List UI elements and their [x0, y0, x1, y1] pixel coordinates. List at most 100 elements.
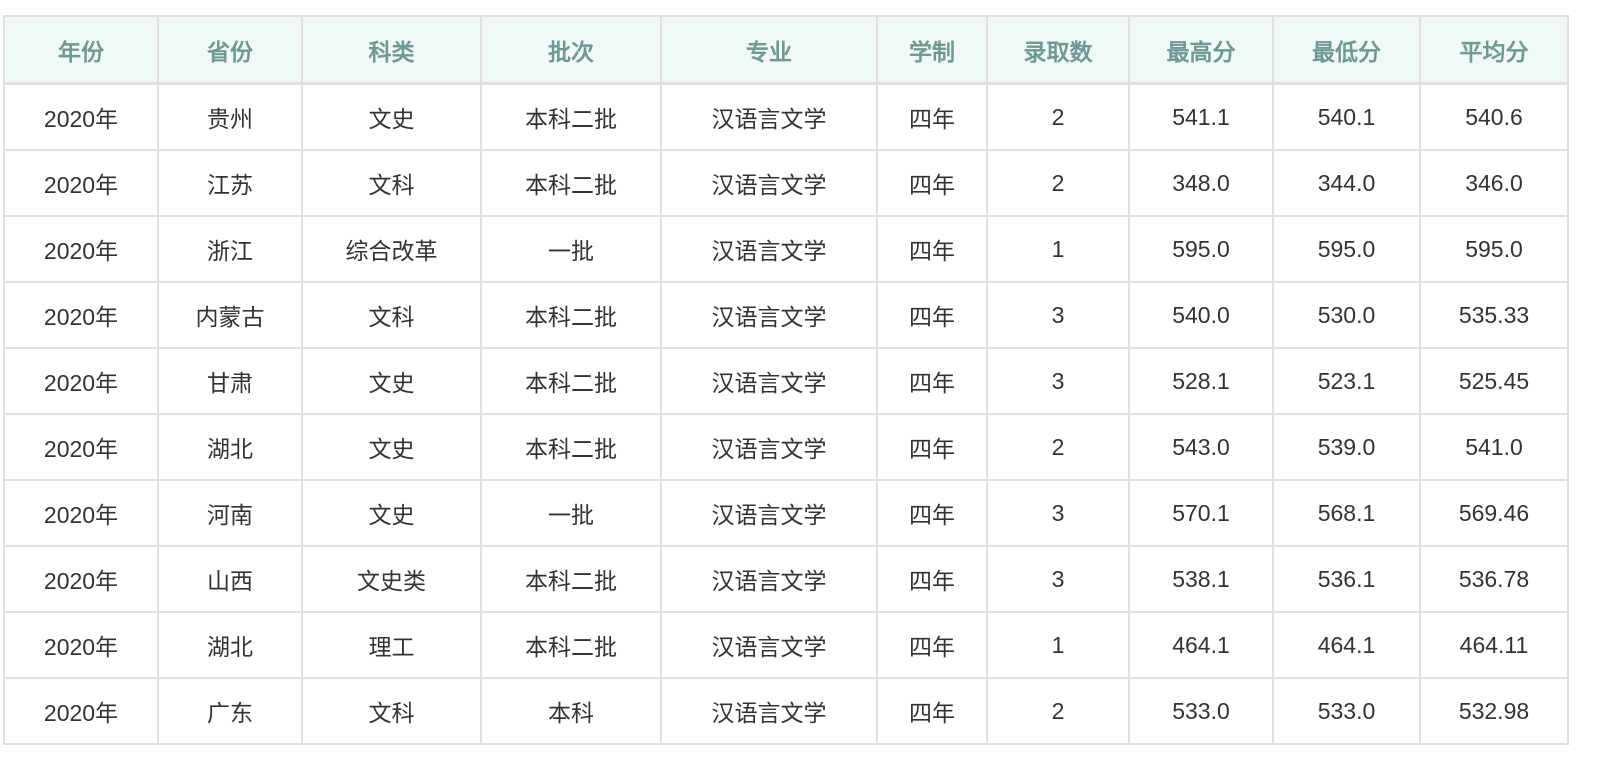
cell-subject-type: 理工	[301, 611, 482, 679]
cell-min-score: 464.1	[1272, 611, 1421, 679]
cell-subject-type: 文史	[301, 82, 482, 151]
cell-major: 汉语言文学	[660, 611, 878, 679]
cell-subject-type: 文史	[301, 479, 482, 547]
cell-duration: 四年	[876, 82, 988, 151]
cell-batch: 本科	[480, 677, 662, 745]
cell-max-score: 543.0	[1128, 413, 1274, 481]
cell-province: 贵州	[157, 82, 303, 151]
column-header-min-score: 最低分	[1272, 15, 1421, 85]
admission-scores-table: 年份 省份 科类 批次 专业 学制 录取数 最高分 最低分 平均分 2020年 贵州 文史 本科二批 汉语…	[3, 15, 1569, 745]
cell-avg-score: 540.6	[1419, 82, 1569, 151]
cell-year: 2020年	[3, 149, 159, 217]
table-row: 2020年 甘肃 文史 本科二批 汉语言文学 四年 3 528.1 523.1 525.45	[3, 347, 1569, 415]
cell-duration: 四年	[876, 677, 988, 745]
cell-province: 山西	[157, 545, 303, 613]
cell-batch: 本科二批	[480, 347, 662, 415]
table-row: 2020年 河南 文史 一批 汉语言文学 四年 3 570.1 568.1 569.46	[3, 479, 1569, 547]
cell-subject-type: 文史类	[301, 545, 482, 613]
cell-subject-type: 文科	[301, 677, 482, 745]
cell-duration: 四年	[876, 215, 988, 283]
cell-avg-score: 541.0	[1419, 413, 1569, 481]
cell-batch: 一批	[480, 215, 662, 283]
cell-major: 汉语言文学	[660, 413, 878, 481]
cell-batch: 本科二批	[480, 82, 662, 151]
cell-admitted-count: 2	[986, 149, 1130, 217]
cell-admitted-count: 1	[986, 611, 1130, 679]
cell-avg-score: 595.0	[1419, 215, 1569, 283]
cell-max-score: 528.1	[1128, 347, 1274, 415]
cell-province: 湖北	[157, 413, 303, 481]
cell-subject-type: 文史	[301, 413, 482, 481]
cell-province: 湖北	[157, 611, 303, 679]
cell-subject-type: 文史	[301, 347, 482, 415]
cell-subject-type: 文科	[301, 281, 482, 349]
column-header-max-score: 最高分	[1128, 15, 1274, 85]
cell-min-score: 595.0	[1272, 215, 1421, 283]
cell-min-score: 530.0	[1272, 281, 1421, 349]
cell-year: 2020年	[3, 479, 159, 547]
cell-avg-score: 569.46	[1419, 479, 1569, 547]
cell-year: 2020年	[3, 545, 159, 613]
cell-year: 2020年	[3, 677, 159, 745]
table-row: 2020年 江苏 文科 本科二批 汉语言文学 四年 2 348.0 344.0 346.0	[3, 149, 1569, 217]
cell-min-score: 568.1	[1272, 479, 1421, 547]
table-row: 2020年 浙江 综合改革 一批 汉语言文学 四年 1 595.0 595.0 595.0	[3, 215, 1569, 283]
cell-major: 汉语言文学	[660, 347, 878, 415]
table-row: 2020年 内蒙古 文科 本科二批 汉语言文学 四年 3 540.0 530.0 535.33	[3, 281, 1569, 349]
cell-duration: 四年	[876, 413, 988, 481]
cell-province: 河南	[157, 479, 303, 547]
cell-year: 2020年	[3, 413, 159, 481]
cell-province: 广东	[157, 677, 303, 745]
cell-duration: 四年	[876, 149, 988, 217]
cell-major: 汉语言文学	[660, 281, 878, 349]
cell-max-score: 538.1	[1128, 545, 1274, 613]
cell-min-score: 523.1	[1272, 347, 1421, 415]
cell-major: 汉语言文学	[660, 677, 878, 745]
cell-admitted-count: 3	[986, 545, 1130, 613]
cell-batch: 本科二批	[480, 281, 662, 349]
cell-duration: 四年	[876, 347, 988, 415]
cell-max-score: 570.1	[1128, 479, 1274, 547]
cell-avg-score: 464.11	[1419, 611, 1569, 679]
column-header-year: 年份	[3, 15, 159, 85]
cell-subject-type: 文科	[301, 149, 482, 217]
table-row: 2020年 广东 文科 本科 汉语言文学 四年 2 533.0 533.0 532.98	[3, 677, 1569, 745]
cell-max-score: 464.1	[1128, 611, 1274, 679]
column-header-batch: 批次	[480, 15, 662, 85]
cell-admitted-count: 2	[986, 413, 1130, 481]
cell-max-score: 595.0	[1128, 215, 1274, 283]
cell-year: 2020年	[3, 82, 159, 151]
cell-admitted-count: 3	[986, 347, 1130, 415]
cell-batch: 本科二批	[480, 545, 662, 613]
table-header-row: 年份 省份 科类 批次 专业 学制 录取数 最高分 最低分 平均分	[3, 15, 1569, 85]
cell-max-score: 540.0	[1128, 281, 1274, 349]
cell-avg-score: 535.33	[1419, 281, 1569, 349]
cell-avg-score: 536.78	[1419, 545, 1569, 613]
table-row: 2020年 湖北 文史 本科二批 汉语言文学 四年 2 543.0 539.0 541.0	[3, 413, 1569, 481]
table-row: 2020年 贵州 文史 本科二批 汉语言文学 四年 2 541.1 540.1 540.6	[3, 82, 1569, 151]
cell-batch: 本科二批	[480, 611, 662, 679]
cell-min-score: 539.0	[1272, 413, 1421, 481]
cell-year: 2020年	[3, 347, 159, 415]
column-header-subject-type: 科类	[301, 15, 482, 85]
cell-major: 汉语言文学	[660, 82, 878, 151]
cell-min-score: 540.1	[1272, 82, 1421, 151]
cell-major: 汉语言文学	[660, 215, 878, 283]
cell-max-score: 541.1	[1128, 82, 1274, 151]
cell-duration: 四年	[876, 479, 988, 547]
cell-duration: 四年	[876, 545, 988, 613]
cell-admitted-count: 1	[986, 215, 1130, 283]
cell-major: 汉语言文学	[660, 479, 878, 547]
cell-subject-type: 综合改革	[301, 215, 482, 283]
cell-year: 2020年	[3, 611, 159, 679]
column-header-admitted-count: 录取数	[986, 15, 1130, 85]
cell-duration: 四年	[876, 281, 988, 349]
cell-province: 浙江	[157, 215, 303, 283]
cell-major: 汉语言文学	[660, 149, 878, 217]
cell-year: 2020年	[3, 215, 159, 283]
cell-batch: 本科二批	[480, 413, 662, 481]
cell-batch: 本科二批	[480, 149, 662, 217]
cell-avg-score: 532.98	[1419, 677, 1569, 745]
cell-major: 汉语言文学	[660, 545, 878, 613]
cell-min-score: 533.0	[1272, 677, 1421, 745]
